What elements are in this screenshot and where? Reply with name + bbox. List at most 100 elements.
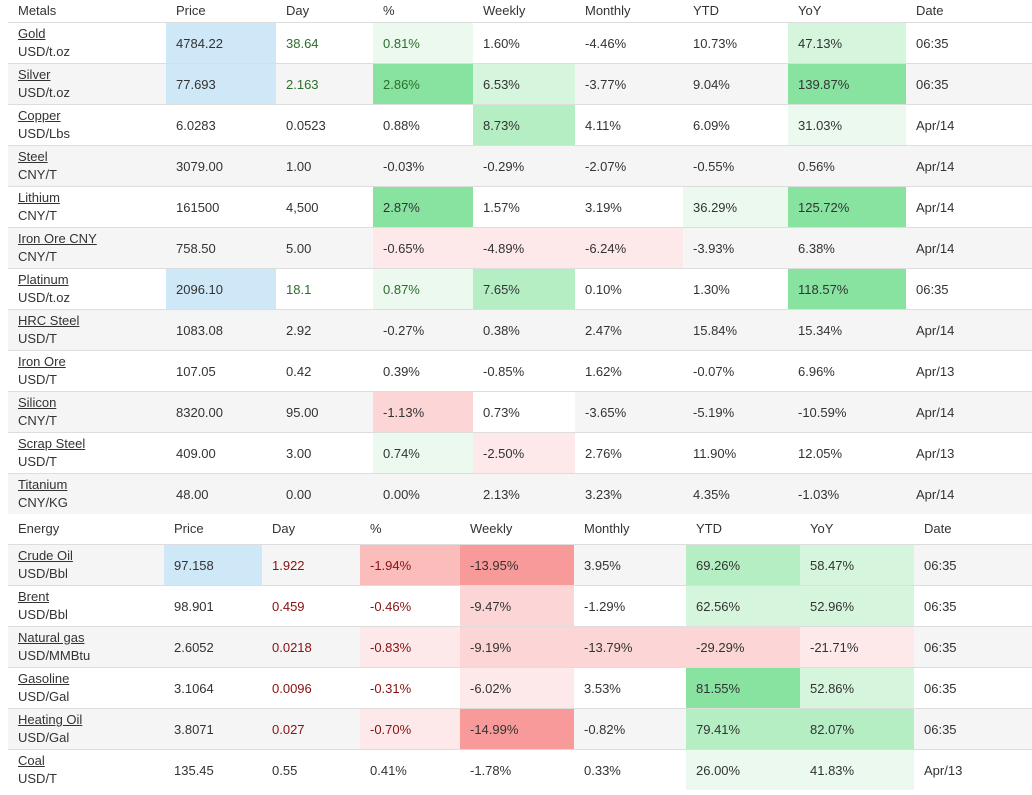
day-change-cell: 38.64: [276, 22, 373, 64]
instrument-unit: CNY/T: [18, 208, 57, 223]
ytd-change-cell: 69.26%: [686, 544, 800, 586]
instrument-link[interactable]: Iron Ore: [18, 354, 66, 369]
weekly-change-cell: 0.73%: [473, 391, 575, 433]
yoy-change-cell: -21.71%: [800, 626, 914, 668]
energy-table: Energy Price Day % Weekly Monthly YTD Yo…: [8, 514, 1032, 790]
col-header-day[interactable]: Day: [286, 3, 310, 18]
instrument-link[interactable]: Crude Oil: [18, 548, 73, 563]
col-header-price[interactable]: Price: [174, 521, 204, 536]
instrument-link[interactable]: Natural gas: [18, 630, 85, 645]
instrument-unit: USD/t.oz: [18, 290, 71, 305]
instrument-unit: CNY/T: [18, 413, 57, 428]
instrument-link[interactable]: Gold: [18, 26, 46, 41]
instrument-link[interactable]: Silicon: [18, 395, 57, 410]
col-header-weekly[interactable]: Weekly: [470, 521, 513, 536]
col-header-ytd[interactable]: YTD: [693, 3, 719, 18]
monthly-change-cell: -13.79%: [574, 626, 686, 668]
col-header-date[interactable]: Date: [916, 3, 944, 18]
day-change-cell: 4,500: [276, 186, 373, 228]
col-header-yoy[interactable]: YoY: [810, 521, 834, 536]
weekly-change-cell: 1.60%: [473, 22, 575, 64]
date-cell: Apr/14: [906, 309, 1032, 351]
instrument-link[interactable]: Platinum: [18, 272, 69, 287]
instrument-unit: USD/MMBtu: [18, 648, 91, 663]
instrument-link[interactable]: HRC Steel: [18, 313, 80, 328]
percent-change-cell: -0.46%: [360, 585, 460, 627]
table-row-heating-oil: Heating Oil USD/Gal 3.8071 0.027 -0.70% -…: [8, 708, 1032, 750]
price-cell: 97.158: [164, 544, 262, 586]
instrument-link[interactable]: Scrap Steel: [18, 436, 86, 451]
instrument-unit: CNY/T: [18, 249, 57, 264]
date-cell: 06:35: [906, 63, 1032, 105]
price-cell: 135.45: [164, 749, 262, 790]
col-header-percent[interactable]: %: [370, 521, 382, 536]
ytd-change-cell: 81.55%: [686, 667, 800, 709]
ytd-change-cell: 1.30%: [683, 268, 788, 310]
instrument-link[interactable]: Steel: [18, 149, 48, 164]
ytd-change-cell: 6.09%: [683, 104, 788, 146]
instrument-link[interactable]: Lithium: [18, 190, 60, 205]
instrument-link[interactable]: Titanium: [18, 477, 68, 492]
table-row-hrc-steel: HRC Steel USD/T 1083.08 2.92 -0.27% 0.38%…: [8, 309, 1032, 351]
yoy-change-cell: 6.96%: [788, 350, 906, 392]
table-row-platinum: Platinum USD/t.oz 2096.10 18.1 0.87% 7.65…: [8, 268, 1032, 310]
instrument-link[interactable]: Copper: [18, 108, 61, 123]
day-change-cell: 1.00: [276, 145, 373, 187]
table-row-coal: Coal USD/T 135.45 0.55 0.41% -1.78% 0.33%…: [8, 749, 1032, 790]
col-header-energy[interactable]: Energy: [18, 521, 60, 536]
monthly-change-cell: 2.76%: [575, 432, 683, 474]
monthly-change-cell: -6.24%: [575, 227, 683, 269]
yoy-change-cell: 139.87%: [788, 63, 906, 105]
table-row-gasoline: Gasoline USD/Gal 3.1064 0.0096 -0.31% -6.…: [8, 667, 1032, 709]
date-cell: 06:35: [914, 626, 1032, 668]
col-header-day[interactable]: Day: [272, 521, 296, 536]
col-header-metals[interactable]: Metals: [18, 3, 57, 18]
instrument-unit: USD/Bbl: [18, 566, 68, 581]
instrument-link[interactable]: Silver: [18, 67, 51, 82]
day-change-cell: 0.027: [262, 708, 360, 750]
instrument-link[interactable]: Coal: [18, 753, 45, 768]
ytd-change-cell: -3.93%: [683, 227, 788, 269]
day-change-cell: 2.163: [276, 63, 373, 105]
yoy-change-cell: 125.72%: [788, 186, 906, 228]
table-row-iron-ore: Iron Ore USD/T 107.05 0.42 0.39% -0.85% 1…: [8, 350, 1032, 392]
instrument-link[interactable]: Brent: [18, 589, 50, 604]
yoy-change-cell: 58.47%: [800, 544, 914, 586]
instrument-link[interactable]: Gasoline: [18, 671, 70, 686]
col-header-price[interactable]: Price: [176, 3, 206, 18]
ytd-change-cell: 26.00%: [686, 749, 800, 790]
instrument-unit: USD/T: [18, 454, 57, 469]
percent-change-cell: 0.87%: [373, 268, 473, 310]
col-header-weekly[interactable]: Weekly: [483, 3, 526, 18]
monthly-change-cell: 4.11%: [575, 104, 683, 146]
date-cell: 06:35: [914, 667, 1032, 709]
weekly-change-cell: -4.89%: [473, 227, 575, 269]
instrument-link[interactable]: Iron Ore CNY: [18, 231, 97, 246]
col-header-date[interactable]: Date: [924, 521, 952, 536]
monthly-change-cell: -0.82%: [574, 708, 686, 750]
monthly-change-cell: 3.95%: [574, 544, 686, 586]
table-row-gold: Gold USD/t.oz 4784.22 38.64 0.81% 1.60% -…: [8, 22, 1032, 64]
col-header-monthly[interactable]: Monthly: [585, 3, 631, 18]
col-header-monthly[interactable]: Monthly: [584, 521, 630, 536]
price-cell: 3.8071: [164, 708, 262, 750]
price-cell: 77.693: [166, 63, 276, 105]
day-change-cell: 0.55: [262, 749, 360, 790]
table-row-silver: Silver USD/t.oz 77.693 2.163 2.86% 6.53% …: [8, 63, 1032, 105]
weekly-change-cell: -1.78%: [460, 749, 574, 790]
col-header-yoy[interactable]: YoY: [798, 3, 822, 18]
percent-change-cell: -0.27%: [373, 309, 473, 351]
date-cell: Apr/14: [906, 473, 1032, 514]
weekly-change-cell: -13.95%: [460, 544, 574, 586]
energy-header-row: Energy Price Day % Weekly Monthly YTD Yo…: [8, 514, 1032, 545]
instrument-link[interactable]: Heating Oil: [18, 712, 83, 727]
col-header-percent[interactable]: %: [383, 3, 395, 18]
table-row-lithium: Lithium CNY/T 161500 4,500 2.87% 1.57% 3.…: [8, 186, 1032, 228]
percent-change-cell: 0.74%: [373, 432, 473, 474]
percent-change-cell: 2.86%: [373, 63, 473, 105]
yoy-change-cell: 31.03%: [788, 104, 906, 146]
price-cell: 98.901: [164, 585, 262, 627]
ytd-change-cell: -0.07%: [683, 350, 788, 392]
price-cell: 3079.00: [166, 145, 276, 187]
col-header-ytd[interactable]: YTD: [696, 521, 722, 536]
